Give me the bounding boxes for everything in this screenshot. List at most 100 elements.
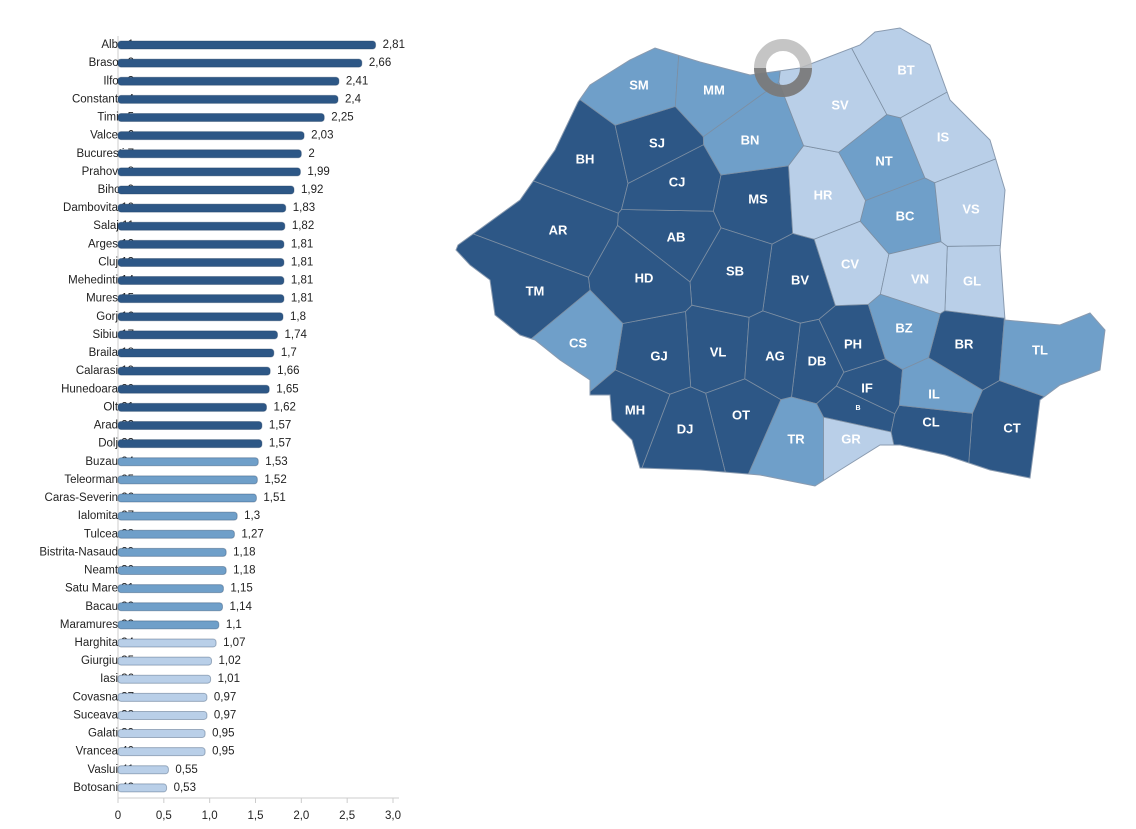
value-label: 0,97 [214,691,236,703]
county-label: AR [549,222,568,237]
bar [117,221,286,231]
y-tick-label: Maramures 33 [60,619,134,631]
y-tick-label: Caras-Severin 26 [45,492,134,504]
value-label: 1,57 [269,420,291,432]
value-label: 0,55 [175,764,197,776]
value-label: 1,8 [290,311,306,323]
value-label: 1,92 [301,184,323,196]
county-label: SJ [649,135,665,150]
bar [117,330,278,340]
value-label: 2,81 [383,39,405,51]
x-tick-label: 1,5 [248,810,264,822]
y-tick-label: Mehedinti 14 [68,275,134,287]
bar [117,348,275,358]
value-label: 1,81 [291,256,313,268]
bar [117,402,267,412]
county [456,28,683,126]
bar [117,620,220,630]
value-label: 1,66 [277,365,299,377]
value-label: 1,81 [291,275,313,287]
x-tick-label: 0 [115,810,121,822]
bar [117,76,340,86]
county-label: TM [526,283,545,298]
county-label: AG [765,348,785,363]
value-label: 2,4 [345,93,362,105]
county-label: PH [844,336,862,351]
county-label: NT [875,153,892,168]
value-label: 0,97 [214,709,236,721]
county [964,380,1105,486]
value-label: 1,7 [281,347,297,359]
bar [117,112,325,122]
value-label: 2,25 [331,112,353,124]
county-label: HD [635,270,654,285]
county-label: DJ [677,421,694,436]
county-label: CL [922,414,939,429]
county [898,357,984,414]
county-label: VN [911,271,929,286]
county-label: CJ [669,174,686,189]
county-label: MH [625,402,645,417]
y-tick-label: Hunedoara 20 [61,383,134,395]
y-tick-label: Satu Mare 31 [65,583,134,595]
bar [117,439,263,449]
bar [117,656,212,666]
bar [117,276,285,286]
county [456,369,671,486]
county-label: MM [703,82,725,97]
value-label: 1,62 [274,401,296,413]
county-label: OT [732,407,750,422]
value-label: 1,02 [219,655,241,667]
value-label: 1,99 [307,166,329,178]
x-tick-label: 1,0 [202,810,218,822]
value-label: 2,41 [346,75,368,87]
county-label: IF [861,380,873,395]
county-label: MS [748,191,768,206]
county-label: GL [963,273,981,288]
county-label: DB [808,353,827,368]
bar [117,602,223,612]
value-label: 1,07 [223,637,245,649]
value-label: 1,65 [276,383,298,395]
county-label: CS [569,335,587,350]
county-label: BV [791,272,809,287]
bar [117,312,284,322]
bar [117,40,377,50]
bar [117,493,257,503]
value-label: 1,1 [226,619,242,631]
county-label: BN [741,132,760,147]
value-label: 1,83 [293,202,315,214]
bar [117,294,285,304]
bar [117,547,227,557]
x-tick-label: 2,5 [339,810,355,822]
county-label: HR [814,187,833,202]
county-label: CV [841,256,859,271]
value-label: 1,81 [291,238,313,250]
y-tick-label: Bistrita-Nasaud 29 [39,546,134,558]
county-label: BT [897,62,914,77]
value-label: 0,95 [212,746,234,758]
value-label: 1,51 [263,492,285,504]
bar [117,765,169,775]
value-label: 1,57 [269,438,291,450]
value-label: 1,82 [292,220,314,232]
value-label: 2,66 [369,57,391,69]
bar [117,239,285,249]
bar [117,674,212,684]
value-label: 1,81 [291,293,313,305]
value-label: 1,18 [233,565,255,577]
bar [117,58,363,68]
value-label: 1,53 [265,456,287,468]
value-label: 1,74 [285,329,308,341]
bar [117,475,258,485]
county-label: TL [1032,342,1048,357]
value-label: 1,15 [230,583,252,595]
county-label: IL [928,386,940,401]
value-label: 0,95 [212,728,234,740]
value-label: 1,27 [241,528,263,540]
value-label: 0,53 [174,782,196,794]
bar [117,203,287,213]
bar [117,131,305,141]
